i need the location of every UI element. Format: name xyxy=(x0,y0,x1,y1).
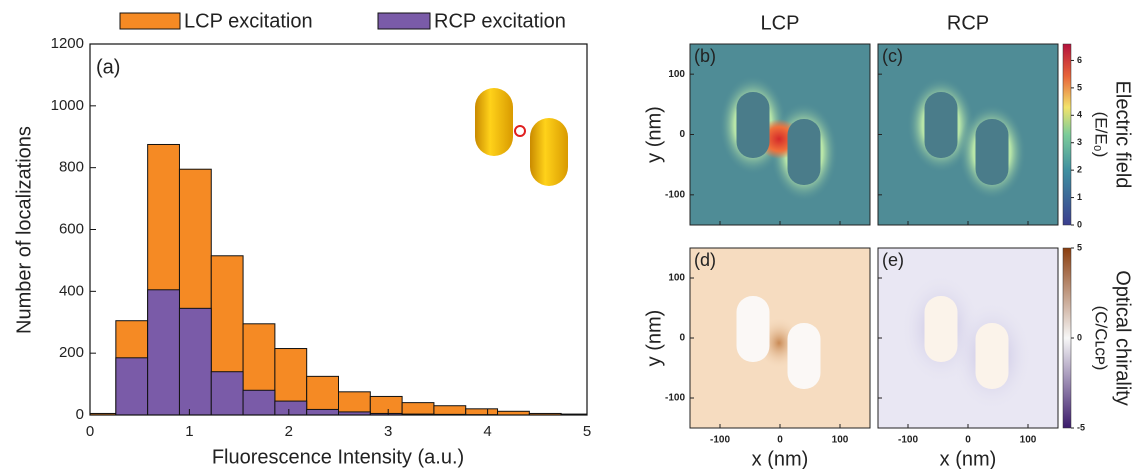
y-tick-label: 100 xyxy=(668,69,685,80)
panel-label: (d) xyxy=(694,250,716,270)
bar xyxy=(178,307,212,415)
x-tick-label: 0 xyxy=(965,435,971,446)
x-tick-label: 0 xyxy=(777,435,783,446)
y-tick-label: 0 xyxy=(76,406,84,423)
bar xyxy=(401,402,435,415)
y-axis-label: Number of localizations xyxy=(13,126,35,334)
legend-swatch xyxy=(377,12,431,30)
x-tick-label: -100 xyxy=(710,435,730,446)
legend-swatch xyxy=(119,12,181,30)
colorbar xyxy=(1062,247,1072,429)
colorbar-label: Optical chirality xyxy=(1112,270,1134,406)
bar xyxy=(115,357,149,415)
column-title: LCP xyxy=(761,12,800,34)
colorbar-tick-label: 0 xyxy=(1077,332,1082,342)
legend-label: RCP excitation xyxy=(434,10,566,32)
y-axis-label: y (nm) xyxy=(643,310,665,367)
colorbar-tick-label: 6 xyxy=(1077,55,1082,65)
bar xyxy=(242,389,276,415)
x-tick-label: 2 xyxy=(285,423,293,440)
map-d xyxy=(690,248,870,428)
colorbar-tick-label: 1 xyxy=(1077,192,1082,202)
bar xyxy=(369,395,403,415)
x-tick-label: 5 xyxy=(583,423,591,440)
colorbar-tick-label: 5 xyxy=(1077,242,1082,252)
y-tick-label: 600 xyxy=(59,220,84,237)
y-tick-label: 400 xyxy=(59,282,84,299)
x-tick-label: 3 xyxy=(384,423,392,440)
y-tick-label: -100 xyxy=(665,189,685,200)
bar xyxy=(306,375,339,415)
x-axis-label: x (nm) xyxy=(752,448,809,469)
y-tick-label: 200 xyxy=(59,344,84,361)
x-tick-label: 0 xyxy=(86,423,94,440)
panel-label: (b) xyxy=(694,46,716,66)
y-tick-label: 1200 xyxy=(51,35,84,52)
legend-label: LCP excitation xyxy=(184,10,313,32)
bar xyxy=(465,408,499,415)
y-tick-label: 800 xyxy=(59,159,84,176)
colorbar-tick-label: 2 xyxy=(1077,165,1082,175)
bars xyxy=(90,143,587,415)
panel-label: (a) xyxy=(96,56,120,78)
x-axis-label: Fluorescence Intensity (a.u.) xyxy=(212,446,464,468)
bar xyxy=(274,400,308,415)
bar xyxy=(147,289,180,415)
bar xyxy=(210,371,244,415)
x-tick-label: 100 xyxy=(1020,435,1037,446)
x-tick-label: 100 xyxy=(832,435,849,446)
bar xyxy=(306,408,339,415)
panel-label: (c) xyxy=(882,46,903,66)
map-b xyxy=(690,44,870,225)
x-tick-label: 1 xyxy=(185,423,193,440)
colorbar-tick-label: -5 xyxy=(1077,422,1085,432)
column-title: RCP xyxy=(947,12,989,34)
x-tick-label: -100 xyxy=(898,435,918,446)
inset-dimer xyxy=(475,88,568,186)
y-tick-label: 1000 xyxy=(51,97,84,114)
colorbar-unit: (C/Cʟᴄᴘ) xyxy=(1092,306,1111,371)
bar xyxy=(433,405,467,415)
y-axis-label: y (nm) xyxy=(643,106,665,163)
colorbar-tick-label: 0 xyxy=(1077,219,1082,229)
panel-label: (e) xyxy=(882,250,904,270)
colorbar-tick-label: 4 xyxy=(1077,110,1082,120)
y-tick-label: 0 xyxy=(679,129,685,140)
colorbar-tick-label: 5 xyxy=(1077,82,1082,92)
map-c xyxy=(878,44,1058,225)
map-e xyxy=(878,248,1058,428)
y-tick-label: -100 xyxy=(665,393,685,404)
colorbar xyxy=(1062,43,1072,226)
colorbar-unit: (E/E₀) xyxy=(1092,112,1111,158)
y-tick-label: 100 xyxy=(668,273,685,284)
y-tick-label: 0 xyxy=(679,333,685,344)
x-tick-label: 4 xyxy=(483,423,491,440)
colorbar-tick-label: 3 xyxy=(1077,137,1082,147)
colorbar-label: Electric field xyxy=(1112,81,1134,189)
x-axis-label: x (nm) xyxy=(940,448,997,469)
